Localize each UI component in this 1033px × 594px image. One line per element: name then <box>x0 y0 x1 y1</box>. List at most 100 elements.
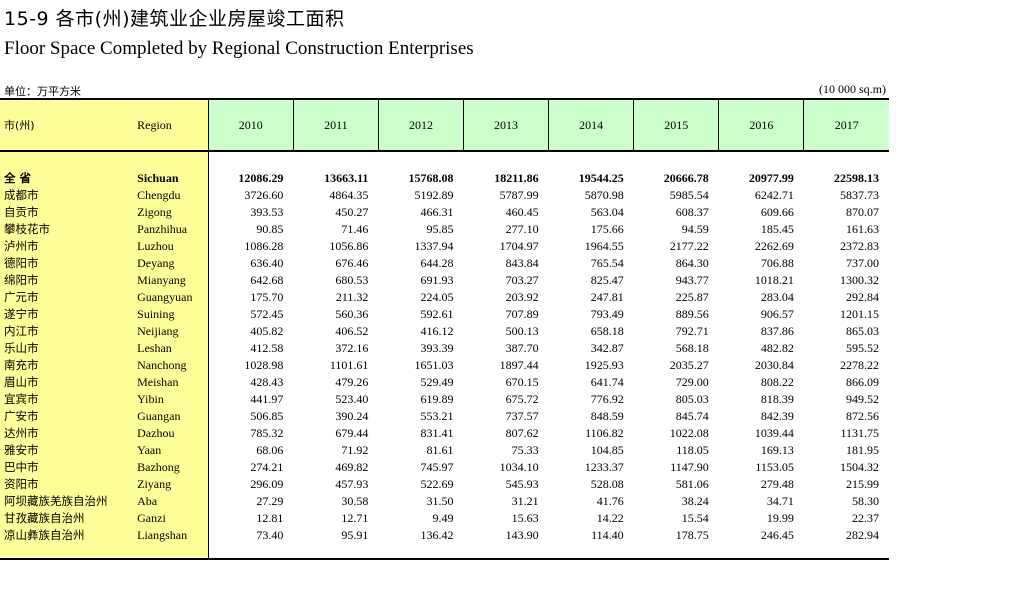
value-cell: 292.84 <box>846 290 879 304</box>
region-name-en: Nanchong <box>130 357 209 374</box>
value-cell: 1337.94 <box>414 239 454 253</box>
value-cell: 114.40 <box>591 528 624 542</box>
value-cell: 563.04 <box>590 205 624 219</box>
value-cell: 1101.61 <box>329 358 369 372</box>
value-cell: 1147.90 <box>670 460 709 474</box>
region-name-en: Ganzi <box>130 510 209 527</box>
value-cell: 19.99 <box>766 511 794 525</box>
value-cell: 2030.84 <box>754 358 794 372</box>
value-cell: 506.85 <box>250 409 284 423</box>
value-cell: 175.70 <box>250 290 284 304</box>
value-cell: 641.74 <box>590 375 624 389</box>
value-cell: 104.85 <box>590 443 624 457</box>
region-name-en: Neijiang <box>130 323 209 340</box>
value-cell: 2372.83 <box>840 239 879 253</box>
value-cell: 73.40 <box>256 528 284 542</box>
value-cell: 479.26 <box>335 375 369 389</box>
region-name-cn: 攀枝花市 <box>0 221 131 238</box>
region-name-en: Suining <box>130 306 209 323</box>
value-cell: 870.07 <box>846 205 879 219</box>
value-cell: 215.99 <box>846 477 879 491</box>
value-cell: 387.70 <box>505 341 539 355</box>
value-cell: 572.45 <box>250 307 284 321</box>
region-name-en: Sichuan <box>130 170 209 187</box>
header-year: 2017 <box>803 98 889 152</box>
value-cell: 522.69 <box>420 477 454 491</box>
value-cell: 283.04 <box>760 290 794 304</box>
value-cell: 71.92 <box>341 443 369 457</box>
value-cell: 793.49 <box>590 307 624 321</box>
value-cell: 5787.99 <box>499 188 539 202</box>
region-name-cn: 资阳市 <box>0 476 131 493</box>
region-name-en: Panzhihua <box>130 221 209 238</box>
table-row: 巴中市 Bazhong 274.21 469.82 745.97 1034.10 1233.… <box>0 459 889 476</box>
value-cell: 680.53 <box>335 273 369 287</box>
value-cell: 5985.54 <box>669 188 709 202</box>
header-year: 2010 <box>208 98 294 152</box>
table-row: 内江市 Neijiang 405.82 406.52 416.12 500.13 658.1… <box>0 323 889 340</box>
table-row: 乐山市 Leshan 412.58 372.16 393.39 387.70 342.87 5… <box>0 340 889 357</box>
value-cell: 765.54 <box>590 256 624 270</box>
value-cell: 71.46 <box>341 222 369 236</box>
table-row: 广安市 Guangan 506.85 390.24 553.21 737.57 848.59… <box>0 408 889 425</box>
value-cell: 136.42 <box>420 528 454 542</box>
value-cell: 81.61 <box>426 443 454 457</box>
table-row: 绵阳市 Mianyang 642.68 680.53 691.93 703.27 825.4… <box>0 272 889 289</box>
region-name-en: Guangan <box>130 408 209 425</box>
value-cell: 1039.44 <box>754 426 794 440</box>
value-cell: 178.75 <box>675 528 709 542</box>
value-cell: 274.21 <box>250 460 284 474</box>
value-cell: 68.06 <box>256 443 284 457</box>
region-name-cn: 德阳市 <box>0 255 131 272</box>
region-name-en: Liangshan <box>130 527 209 559</box>
value-cell: 279.48 <box>760 477 794 491</box>
value-cell: 864.30 <box>675 256 709 270</box>
value-cell: 676.46 <box>335 256 369 270</box>
region-name-en: Guangyuan <box>130 289 209 306</box>
value-cell: 642.68 <box>250 273 284 287</box>
region-name-cn: 遂宁市 <box>0 306 131 323</box>
value-cell: 18211.86 <box>494 171 539 185</box>
value-cell: 15.63 <box>511 511 539 525</box>
table-row: 资阳市 Ziyang 296.09 457.93 522.69 545.93 528.08 5… <box>0 476 889 493</box>
value-cell: 837.86 <box>760 324 794 338</box>
value-cell: 1034.10 <box>499 460 539 474</box>
value-cell: 469.82 <box>335 460 369 474</box>
value-cell: 906.57 <box>760 307 794 321</box>
value-cell: 118.05 <box>676 443 709 457</box>
region-name-cn: 乐山市 <box>0 340 131 357</box>
region-name-en: Mianyang <box>130 272 209 289</box>
region-name-cn: 内江市 <box>0 323 131 340</box>
table-row: 雅安市 Yaan 68.06 71.92 81.61 75.33 104.85 118.05 1… <box>0 442 889 459</box>
table-body: 全 省 Sichuan 12086.29 13663.11 15768.08 18211.… <box>0 151 889 561</box>
value-cell: 675.72 <box>505 392 539 406</box>
value-cell: 1300.32 <box>840 273 879 287</box>
value-cell: 450.27 <box>335 205 369 219</box>
value-cell: 203.92 <box>505 290 539 304</box>
value-cell: 1964.55 <box>584 239 624 253</box>
value-cell: 737.57 <box>505 409 539 423</box>
value-cell: 608.37 <box>675 205 709 219</box>
value-cell: 22.37 <box>852 511 879 525</box>
header-year: 2014 <box>548 98 635 152</box>
value-cell: 2177.22 <box>669 239 709 253</box>
value-cell: 792.71 <box>675 324 709 338</box>
value-cell: 2262.69 <box>754 239 794 253</box>
value-cell: 224.05 <box>420 290 454 304</box>
table-row: 达州市 Dazhou 785.32 679.44 831.41 807.62 1106.82… <box>0 425 889 442</box>
value-cell: 706.88 <box>760 256 794 270</box>
table-row: 眉山市 Meishan 428.43 479.26 529.49 670.15 641.74… <box>0 374 889 391</box>
value-cell: 6242.71 <box>754 188 794 202</box>
unit-label-en: (10 000 sq.m) <box>819 82 886 96</box>
region-name-cn: 阿坝藏族羌族自治州 <box>0 493 131 510</box>
value-cell: 390.24 <box>335 409 369 423</box>
value-cell: 1028.98 <box>244 358 284 372</box>
value-cell: 412.58 <box>250 341 284 355</box>
table-row: 遂宁市 Suining 572.45 560.36 592.61 707.89 793.49… <box>0 306 889 323</box>
value-cell: 181.95 <box>846 443 879 457</box>
region-name-cn: 广元市 <box>0 289 131 306</box>
value-cell: 825.47 <box>590 273 624 287</box>
value-cell: 842.39 <box>760 409 794 423</box>
region-name-cn: 达州市 <box>0 425 131 442</box>
value-cell: 1022.08 <box>669 426 709 440</box>
